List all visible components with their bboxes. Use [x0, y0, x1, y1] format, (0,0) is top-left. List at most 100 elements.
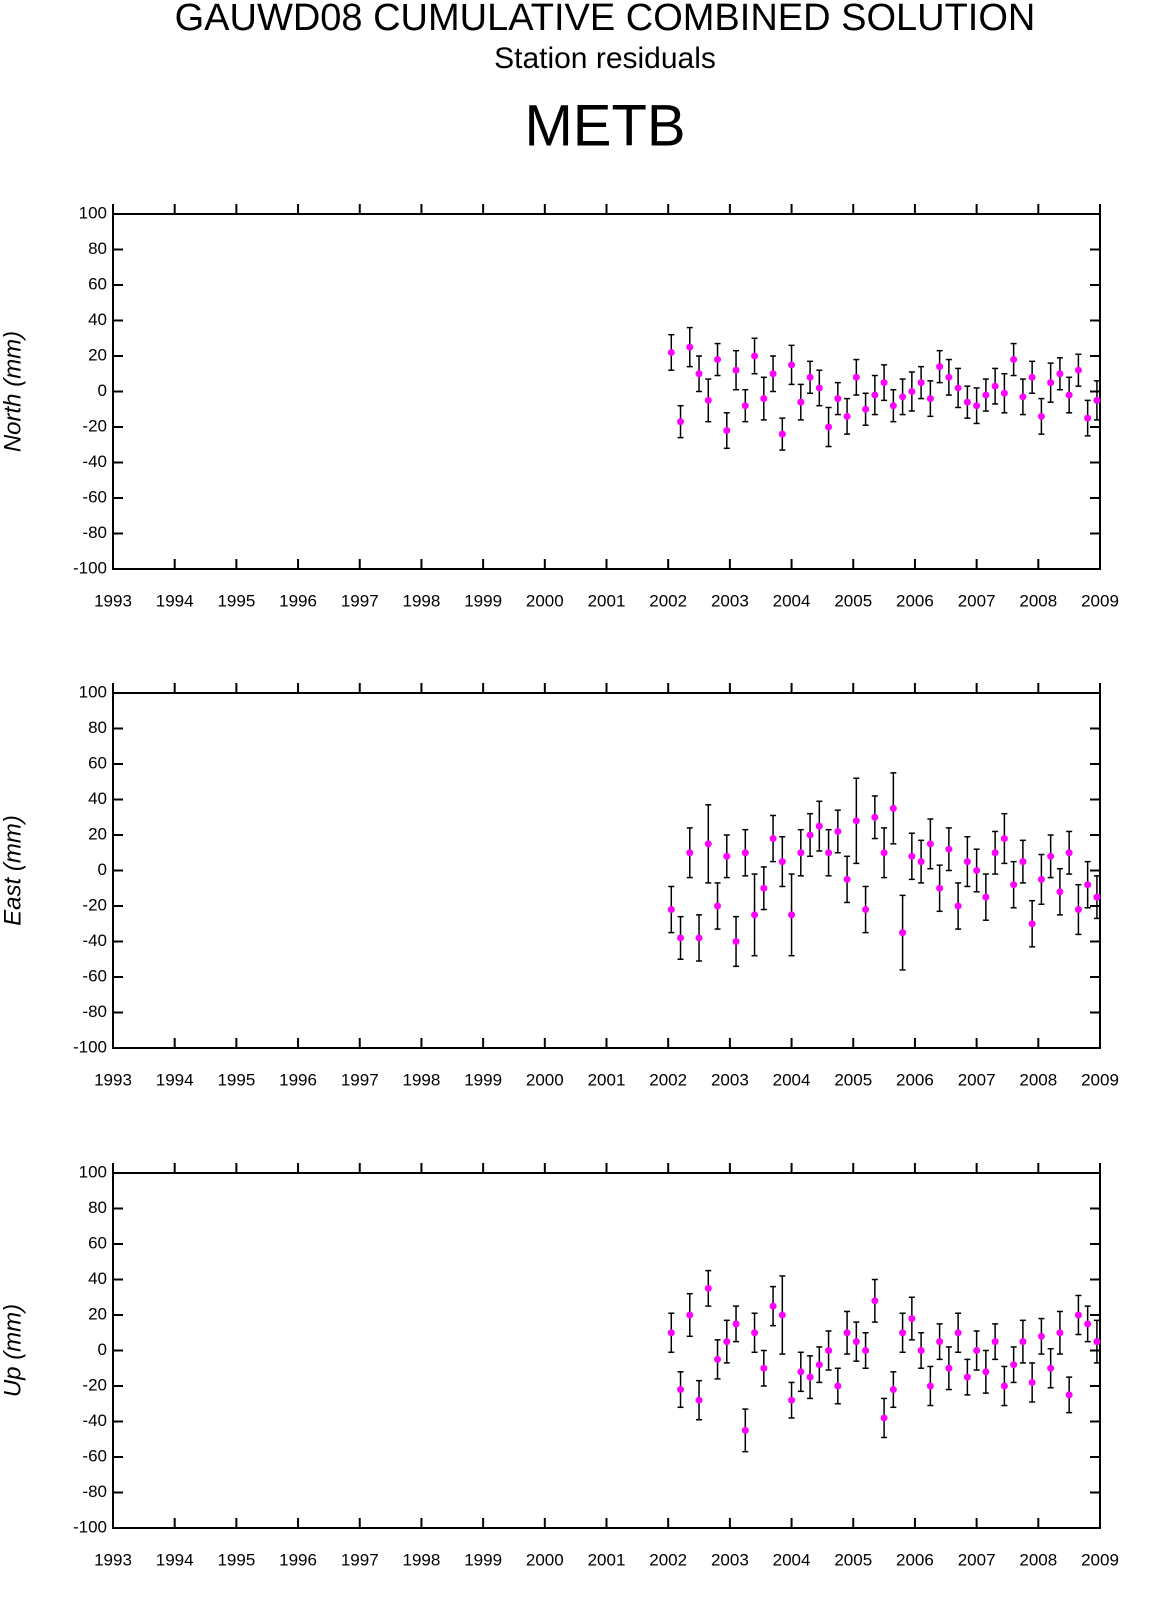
point — [760, 1364, 768, 1372]
point — [732, 1320, 740, 1328]
plot-frame — [112, 692, 1101, 1049]
x-tick-label: 2001 — [588, 1550, 626, 1569]
point — [1056, 1329, 1064, 1337]
x-tick-label: 1999 — [464, 591, 502, 610]
x-tick-label: 2000 — [526, 1550, 564, 1569]
point — [788, 361, 796, 369]
point — [751, 911, 759, 919]
point — [908, 1315, 916, 1323]
point — [1074, 366, 1082, 374]
y-tick-label: 60 — [88, 753, 107, 772]
point — [714, 356, 722, 364]
y-tick-label: -100 — [73, 1517, 107, 1536]
point — [760, 395, 768, 403]
x-tick-label: 2006 — [896, 591, 934, 610]
x-tick-label: 1998 — [403, 1550, 441, 1569]
y-tick-label: -20 — [82, 895, 107, 914]
point — [889, 804, 897, 812]
point — [769, 370, 777, 378]
point — [936, 1338, 944, 1346]
point — [926, 395, 934, 403]
point — [1074, 1311, 1082, 1319]
point — [945, 845, 953, 853]
point — [778, 858, 786, 866]
point — [797, 849, 805, 857]
y-tick-label: -20 — [82, 416, 107, 435]
y-tick-label: 100 — [79, 682, 107, 701]
point — [1047, 852, 1055, 860]
point — [704, 840, 712, 848]
x-tick-label: 1996 — [279, 1070, 317, 1089]
point — [982, 1368, 990, 1376]
point — [862, 1347, 870, 1354]
station-name: METB — [524, 93, 685, 158]
point — [751, 1329, 759, 1337]
chart-subtitle: Station residuals — [494, 42, 716, 75]
y-tick-label: 60 — [88, 274, 107, 293]
point — [1037, 412, 1045, 420]
point — [1010, 1361, 1018, 1369]
x-tick-label: 2002 — [649, 1550, 687, 1569]
x-tick-label: 1995 — [217, 1070, 255, 1089]
y-tick-label: 80 — [88, 718, 107, 737]
point — [1019, 393, 1027, 401]
point — [732, 366, 740, 374]
point — [945, 373, 953, 381]
x-tick-label: 1996 — [279, 1550, 317, 1569]
point — [834, 1382, 842, 1390]
point — [695, 934, 703, 942]
point — [1010, 881, 1018, 889]
x-tick-label: 2004 — [773, 1070, 811, 1089]
point — [843, 412, 851, 420]
y-tick-label: 100 — [79, 1162, 107, 1181]
point — [973, 402, 981, 410]
point — [815, 822, 823, 830]
point — [936, 884, 944, 892]
point — [1047, 1364, 1055, 1372]
point — [917, 379, 925, 387]
y-tick-label: 0 — [98, 860, 107, 879]
y-tick-label: 0 — [98, 1340, 107, 1359]
point — [769, 835, 777, 843]
y-tick-label: -60 — [82, 966, 107, 985]
point — [1000, 835, 1008, 843]
point — [982, 391, 990, 399]
point — [936, 363, 944, 371]
point — [917, 858, 925, 866]
point — [723, 427, 731, 435]
point — [852, 1338, 860, 1346]
point — [862, 405, 870, 413]
point — [1028, 1378, 1036, 1386]
x-tick-label: 2008 — [1019, 1550, 1057, 1569]
point — [797, 1368, 805, 1376]
x-tick-label: 1998 — [403, 1070, 441, 1089]
point — [667, 906, 675, 914]
point — [1000, 389, 1008, 397]
y-tick-label: -80 — [82, 1482, 107, 1501]
point — [677, 418, 685, 426]
y-tick-label: -40 — [82, 1411, 107, 1430]
point — [1028, 920, 1036, 928]
point — [1037, 1332, 1045, 1340]
plot-frame — [112, 1172, 1101, 1529]
point — [1093, 893, 1101, 901]
point — [871, 1297, 879, 1305]
point — [723, 1338, 731, 1346]
x-tick-label: 2003 — [711, 1550, 749, 1569]
x-tick-label: 2003 — [711, 1070, 749, 1089]
point — [889, 402, 897, 410]
y-tick-label: -60 — [82, 487, 107, 506]
point — [963, 398, 971, 406]
x-tick-label: 2001 — [588, 591, 626, 610]
x-tick-label: 2002 — [649, 591, 687, 610]
y-tick-label: 100 — [79, 203, 107, 222]
x-tick-label: 1997 — [341, 1550, 379, 1569]
x-tick-label: 1998 — [403, 591, 441, 610]
x-tick-label: 1994 — [156, 1070, 194, 1089]
x-tick-label: 2009 — [1081, 1070, 1119, 1089]
x-tick-label: 2005 — [834, 1550, 872, 1569]
y-tick-label: -40 — [82, 452, 107, 471]
point — [880, 379, 888, 387]
point — [1065, 391, 1073, 399]
x-tick-label: 2008 — [1019, 1070, 1057, 1089]
